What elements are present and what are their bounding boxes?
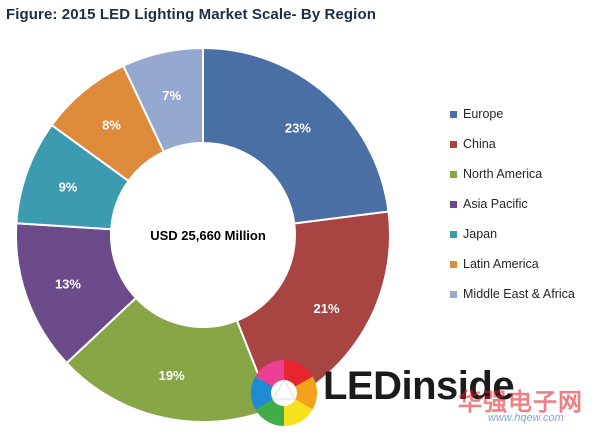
legend-label: Latin America <box>463 257 539 271</box>
legend-swatch <box>450 140 457 148</box>
logo-text: LEDinside <box>323 364 515 408</box>
legend-label: China <box>463 137 496 151</box>
watermark-text: 华强电子网 <box>458 389 583 416</box>
legend-label: Middle East & Africa <box>463 287 575 301</box>
legend-item: China <box>450 129 575 159</box>
legend-swatch <box>450 200 457 208</box>
slice-europe <box>202 46 390 225</box>
slice-value-label: 23% <box>285 120 311 135</box>
legend: Europe China North America Asia Pacific Japa… <box>450 99 575 309</box>
legend-label: Asia Pacific <box>463 197 528 211</box>
slice-middle-east-africa <box>122 46 204 154</box>
chart-title: Figure: 2015 LED Lighting Market Scale- … <box>6 6 376 23</box>
slice-value-label: 7% <box>162 88 181 103</box>
legend-swatch <box>450 170 457 178</box>
legend-item: Japan <box>450 219 575 249</box>
legend-swatch <box>450 230 457 238</box>
legend-item: Asia Pacific <box>450 189 575 219</box>
legend-swatch <box>450 260 457 268</box>
slice-value-label: 21% <box>314 301 340 316</box>
legend-swatch <box>450 290 457 298</box>
legend-item: Latin America <box>450 249 575 279</box>
legend-label: North America <box>463 167 543 181</box>
legend-swatch <box>450 110 457 118</box>
slice-value-label: 9% <box>59 179 78 194</box>
legend-item: Europe <box>450 99 575 129</box>
ledinside-logo: LEDinside <box>245 352 595 434</box>
logo-emblem-icon <box>250 360 318 426</box>
slice-value-label: 19% <box>159 368 185 383</box>
slice-north-america <box>65 296 274 423</box>
legend-item: Middle East & Africa <box>450 279 575 309</box>
slice-value-label: 13% <box>55 277 81 292</box>
legend-label: Europe <box>463 107 504 121</box>
legend-item: North America <box>450 159 575 189</box>
legend-label: Japan <box>463 227 498 241</box>
center-total-label: USD 25,660 Million <box>150 228 266 243</box>
watermark-url: www.hqew.com <box>488 412 564 424</box>
slice-value-label: 8% <box>102 117 121 132</box>
